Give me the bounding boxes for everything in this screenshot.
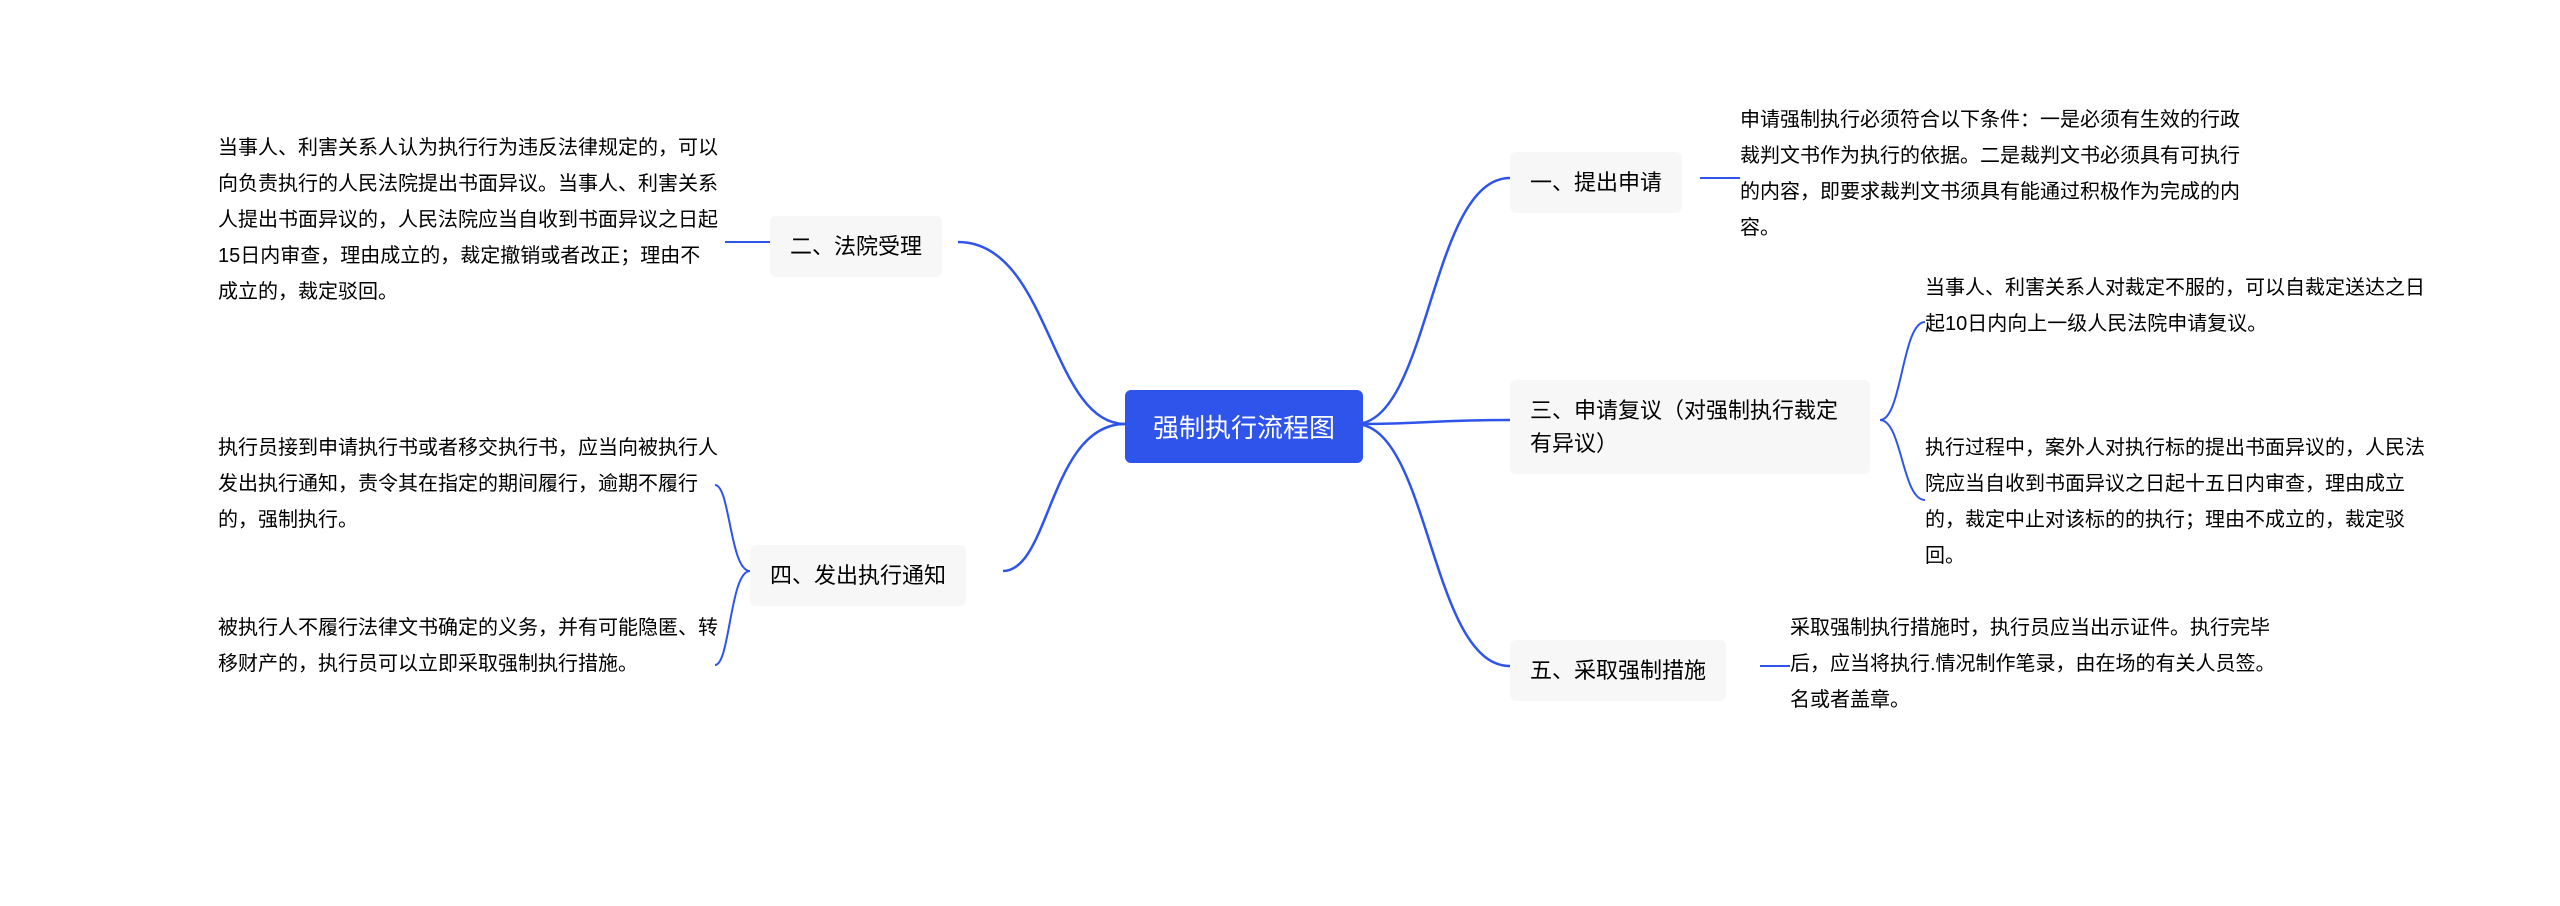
branch-4[interactable]: 四、发出执行通知 [750,545,966,606]
branch-1-leaf: 申请强制执行必须符合以下条件：一是必须有生效的行政裁判文书作为执行的依据。二是裁… [1740,102,2240,246]
branch-1[interactable]: 一、提出申请 [1510,152,1682,213]
branch-4-leaf-a: 执行员接到申请执行书或者移交执行书，应当向被执行人发出执行通知，责令其在指定的期… [218,430,718,538]
branch-2[interactable]: 二、法院受理 [770,216,942,277]
branch-2-leaf: 当事人、利害关系人认为执行行为违反法律规定的，可以向负责执行的人民法院提出书面异… [218,130,718,310]
mindmap-canvas: 强制执行流程图 一、提出申请 申请强制执行必须符合以下条件：一是必须有生效的行政… [0,0,2560,906]
branch-3-leaf-b: 执行过程中，案外人对执行标的提出书面异议的，人民法院应当自收到书面异议之日起十五… [1925,430,2425,574]
branch-4-leaf-b: 被执行人不履行法律文书确定的义务，并有可能隐匿、转移财产的，执行员可以立即采取强… [218,610,718,682]
branch-5-leaf: 采取强制执行措施时，执行员应当出示证件。执行完毕后，应当将执行.情况制作笔录，由… [1790,610,2290,718]
center-node[interactable]: 强制执行流程图 [1125,390,1363,463]
branch-3-leaf-a: 当事人、利害关系人对裁定不服的，可以自裁定送达之日起10日内向上一级人民法院申请… [1925,270,2425,342]
branch-5[interactable]: 五、采取强制措施 [1510,640,1726,701]
branch-3[interactable]: 三、申请复议（对强制执行裁定有异议） [1510,380,1870,474]
